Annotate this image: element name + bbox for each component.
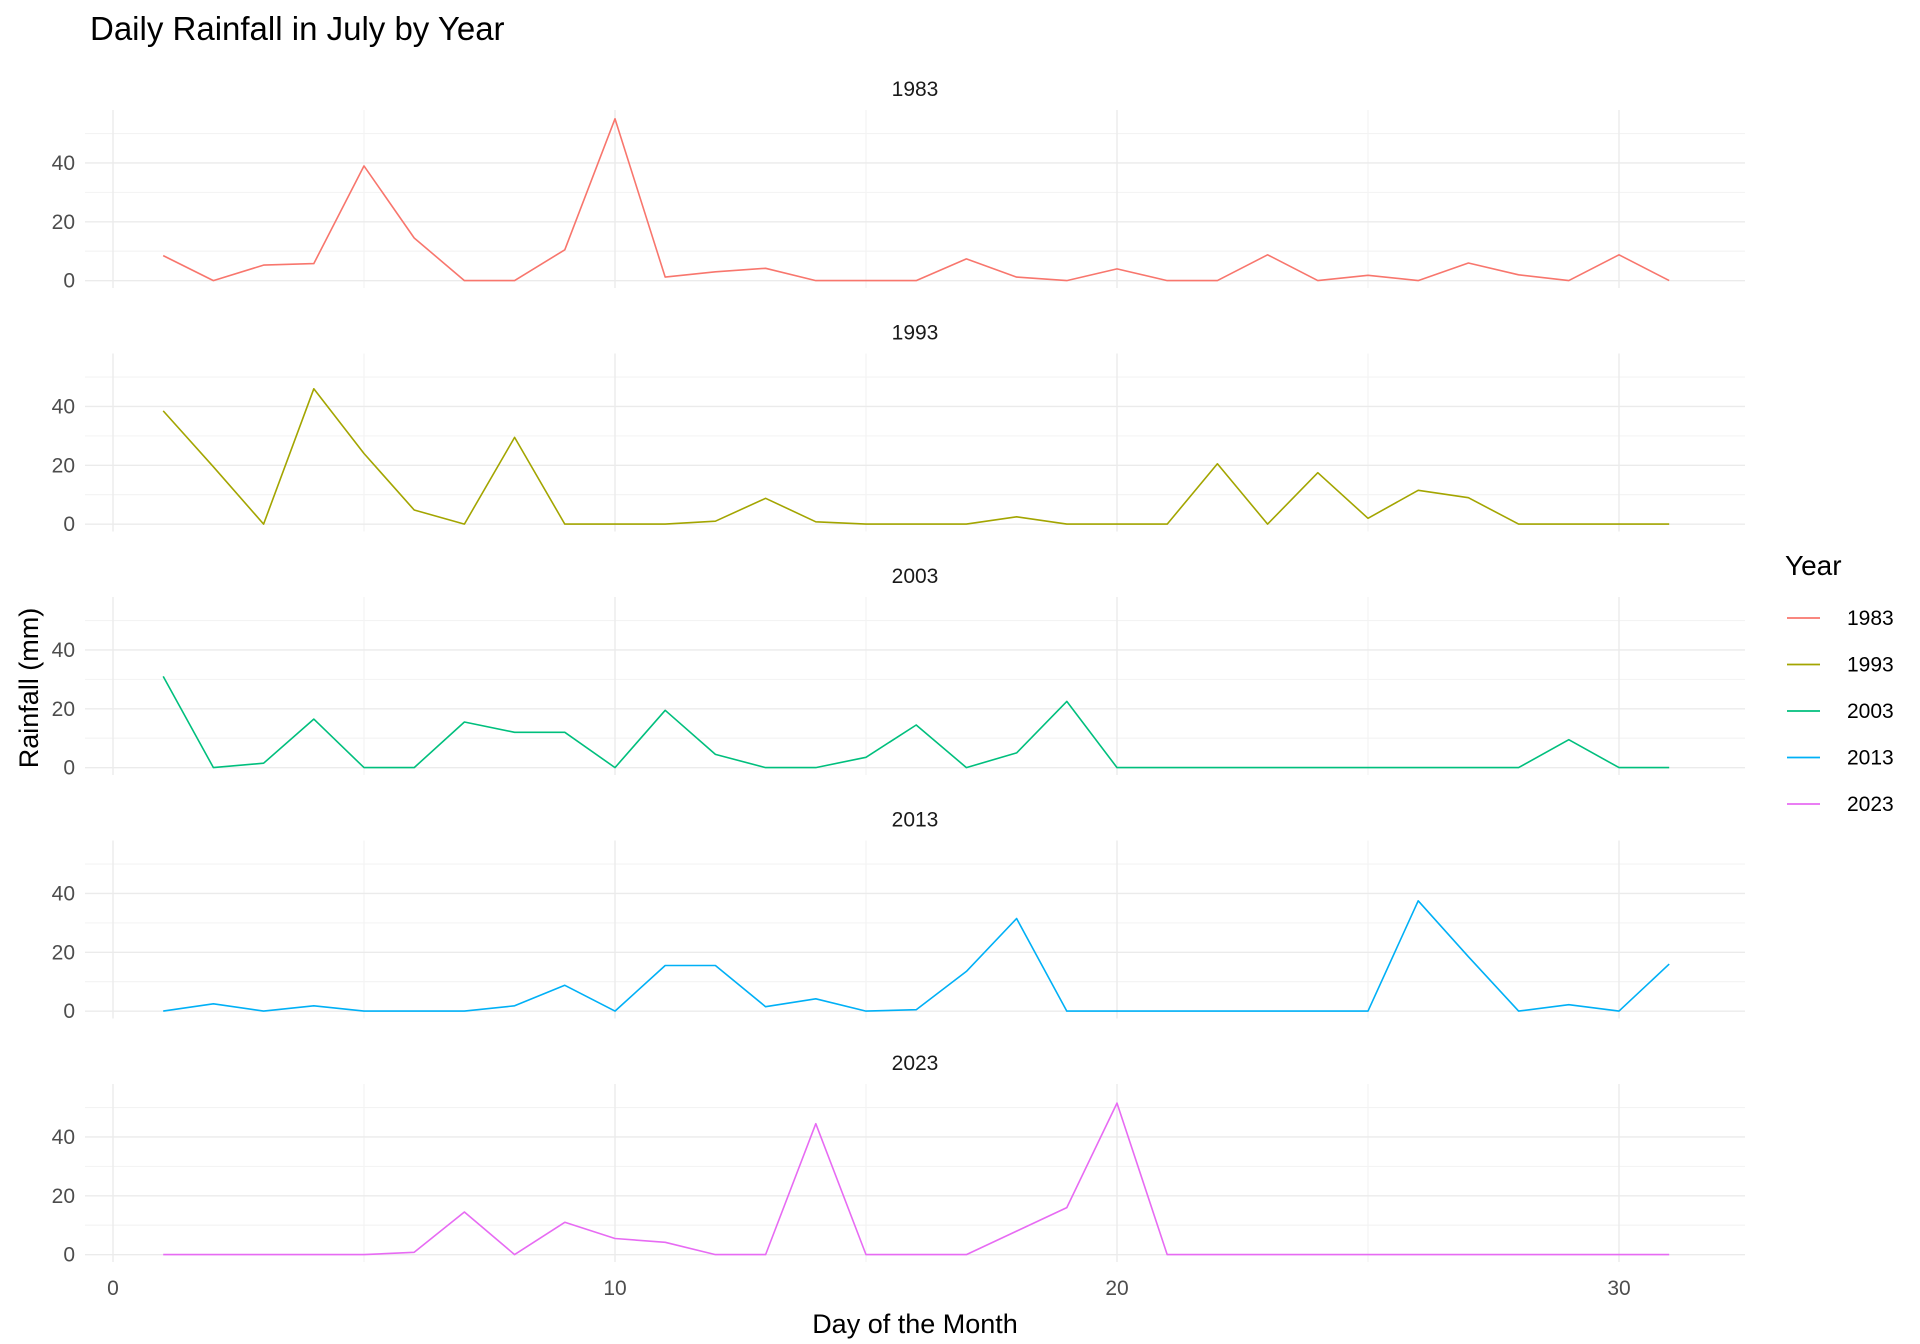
y-tick-label: 40	[52, 1126, 75, 1149]
legend-label-1993: 1993	[1847, 654, 1894, 677]
y-tick-label: 20	[52, 454, 75, 477]
legend-title: Year	[1785, 550, 1842, 581]
legend-label-2003: 2003	[1847, 700, 1894, 723]
y-tick-label: 0	[63, 270, 75, 293]
y-tick-label: 20	[52, 211, 75, 234]
chart-title: Daily Rainfall in July by Year	[90, 10, 505, 47]
x-tick-label: 20	[1105, 1277, 1128, 1300]
x-tick-label: 0	[107, 1277, 119, 1300]
legend: Year 1983 1993 2003 2013 2023	[1785, 550, 1894, 816]
legend-label-1983: 1983	[1847, 607, 1894, 630]
y-tick-label: 40	[52, 882, 75, 905]
facet-panel-2003: 2003 0 20 40	[52, 565, 1745, 780]
facet-strip-label: 2003	[892, 565, 939, 588]
facet-panel-2013: 2013 0 20 40	[52, 809, 1745, 1023]
facet-panels: 1983020401993020402003020402013020402023…	[52, 78, 1745, 1300]
x-tick-label: 10	[603, 1277, 626, 1300]
facet-panel-2023: 2023 0 20 40 0 10 20 30	[52, 1052, 1745, 1300]
series-line-2023	[163, 1102, 1670, 1256]
facet-strip-label: 2023	[892, 1052, 939, 1075]
y-tick-label: 20	[52, 941, 75, 964]
y-axis-label: Rainfall (mm)	[14, 608, 44, 769]
facet-panel-1983: 1983 0 20 40	[52, 78, 1745, 293]
facet-strip-label: 1983	[892, 78, 939, 101]
y-tick-label: 0	[63, 513, 75, 536]
series-line-1993	[162, 387, 1670, 525]
y-tick-label: 40	[52, 639, 75, 662]
facet-panel-1993: 1993 0 20 40	[52, 322, 1745, 536]
y-tick-label: 0	[63, 757, 75, 780]
y-tick-label: 40	[52, 395, 75, 418]
y-tick-label: 20	[52, 1185, 75, 1208]
y-tick-label: 0	[63, 1000, 75, 1023]
y-tick-label: 40	[52, 152, 75, 175]
series-line-2013	[163, 899, 1670, 1012]
y-tick-label: 20	[52, 698, 75, 721]
facet-strip-label: 1993	[892, 322, 939, 345]
series-line-2003	[162, 676, 1670, 769]
y-tick-label: 0	[63, 1244, 75, 1267]
legend-label-2013: 2013	[1847, 747, 1894, 770]
facet-strip-label: 2013	[892, 809, 939, 832]
x-axis-label: Day of the Month	[812, 1309, 1018, 1339]
x-tick-label: 30	[1607, 1277, 1630, 1300]
series-line-1983	[162, 118, 1670, 282]
legend-label-2023: 2023	[1847, 793, 1894, 816]
